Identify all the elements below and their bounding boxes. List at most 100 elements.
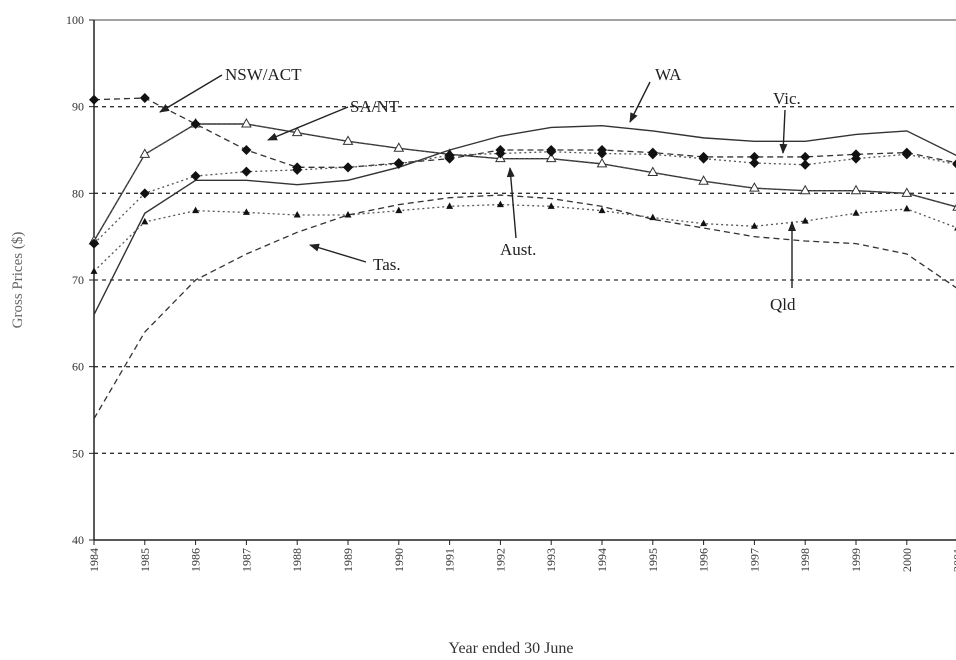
data-point-vic [89, 94, 99, 105]
data-point-aust [190, 171, 201, 181]
data-point-aust [444, 150, 455, 161]
y-tick-label: 80 [72, 186, 84, 200]
annotation-label-vic: Vic. [773, 89, 801, 108]
x-axis-label: Year ended 30 June [448, 640, 573, 657]
data-point-sa-nt [698, 175, 709, 185]
y-axis-label: Gross Prices ($) [10, 232, 26, 329]
data-point-qld [750, 222, 758, 229]
data-point-qld [598, 206, 606, 214]
data-point-qld [547, 202, 555, 209]
data-point-aust [597, 148, 607, 159]
annotation-arrow-wa [629, 81, 651, 123]
data-point-sa-nt [749, 182, 760, 192]
x-tick-label: 2001 [951, 548, 956, 572]
data-point-qld [446, 202, 454, 209]
data-point-qld [801, 217, 809, 224]
x-tick-label: 1988 [290, 548, 304, 572]
data-point-qld [242, 208, 250, 215]
annotation-label-tas: Tas. [373, 255, 401, 274]
data-point-sa-nt [799, 184, 811, 195]
x-tick-label: 1992 [493, 548, 507, 572]
data-point-aust [139, 188, 150, 199]
data-point-aust [343, 162, 353, 173]
data-point-vic [139, 93, 150, 103]
data-point-sa-nt [901, 187, 913, 197]
data-point-aust [89, 238, 99, 249]
data-point-sa-nt [241, 117, 252, 128]
annotation-arrow-aust [506, 167, 517, 239]
data-point-qld [344, 211, 352, 218]
annotation-label-aust: Aust. [500, 240, 536, 259]
x-tick-label: 1997 [747, 548, 761, 572]
data-point-sa-nt [596, 157, 608, 168]
annotation-arrow-tas [309, 243, 367, 263]
x-tick-label: 1986 [189, 548, 203, 572]
data-point-aust [393, 158, 404, 169]
data-point-aust [495, 148, 506, 159]
x-tick-label: 1987 [239, 548, 253, 572]
y-tick-label: 40 [72, 533, 84, 547]
x-tick-label: 1991 [443, 548, 457, 572]
data-point-aust [698, 153, 709, 164]
x-tick-label: 1999 [849, 548, 863, 572]
data-point-qld [395, 206, 403, 214]
x-tick-label: 1996 [697, 548, 711, 572]
data-point-vic [241, 145, 252, 155]
series-line-nsw-act [93, 123, 956, 242]
data-point-qld [496, 200, 504, 208]
y-tick-label: 50 [72, 446, 84, 460]
data-point-qld [852, 209, 860, 216]
data-point-sa-nt [139, 148, 151, 158]
data-point-sa-nt [342, 135, 354, 145]
data-point-aust [851, 153, 861, 164]
x-tick-label: 1994 [595, 548, 609, 572]
x-tick-label: 1984 [87, 548, 101, 572]
x-tick-label: 2000 [900, 548, 914, 572]
data-point-aust [749, 158, 760, 168]
y-tick-labels: 40 50 60 70 80 90 100 [66, 13, 94, 547]
y-tick-label: 70 [72, 273, 84, 287]
x-tick-label: 1985 [138, 548, 152, 572]
data-point-vic [749, 151, 760, 162]
annotation-label-sa-nt: SA/NT [350, 97, 400, 116]
data-point-qld [700, 219, 708, 227]
x-tick-labels: 1984 1985 1986 1987 1988 1989 1990 1991 1992 1993… [87, 540, 956, 572]
annotation-arrow-nsw-act [159, 74, 223, 113]
data-point-sa-nt [291, 126, 303, 137]
y-tick-label: 100 [66, 13, 84, 27]
data-point-vic [800, 151, 811, 162]
annotations: NSW/ACT SA/NT WA Vic. Aust. Tas. Qld [159, 65, 801, 314]
data-point-qld [903, 204, 911, 212]
data-point-aust [241, 166, 252, 177]
x-tick-label: 1998 [798, 548, 812, 572]
data-point-qld [141, 217, 149, 225]
data-point-vic [190, 119, 201, 129]
series-line-vic [93, 97, 956, 168]
data-point-sa-nt [393, 142, 405, 152]
x-tick-label: 1995 [646, 548, 660, 572]
x-tick-label: 1989 [341, 548, 355, 572]
series-line-qld [93, 203, 956, 272]
annotation-label-nsw-act: NSW/ACT [225, 65, 302, 84]
series-line-tas [93, 194, 956, 419]
series-line-wa [93, 125, 956, 315]
data-point-sa-nt [952, 204, 956, 211]
data-point-aust [292, 164, 303, 175]
series-line-sa-nt [93, 123, 956, 242]
annotation-arrow-sa-nt [267, 106, 349, 141]
data-point-aust [901, 149, 912, 160]
data-point-qld [192, 206, 200, 214]
y-tick-label: 90 [72, 100, 84, 114]
data-point-aust [647, 149, 658, 160]
data-point-sa-nt [647, 166, 659, 177]
data-point-aust [546, 146, 557, 157]
annotation-arrow-vic [779, 109, 788, 154]
annotation-label-wa: WA [655, 65, 682, 84]
x-tick-label: 1993 [544, 548, 558, 572]
data-point-aust [952, 161, 956, 169]
y-tick-label: 60 [72, 360, 84, 374]
series-markers [88, 93, 956, 274]
series-lines [93, 97, 956, 419]
x-tick-label: 1990 [392, 548, 406, 572]
